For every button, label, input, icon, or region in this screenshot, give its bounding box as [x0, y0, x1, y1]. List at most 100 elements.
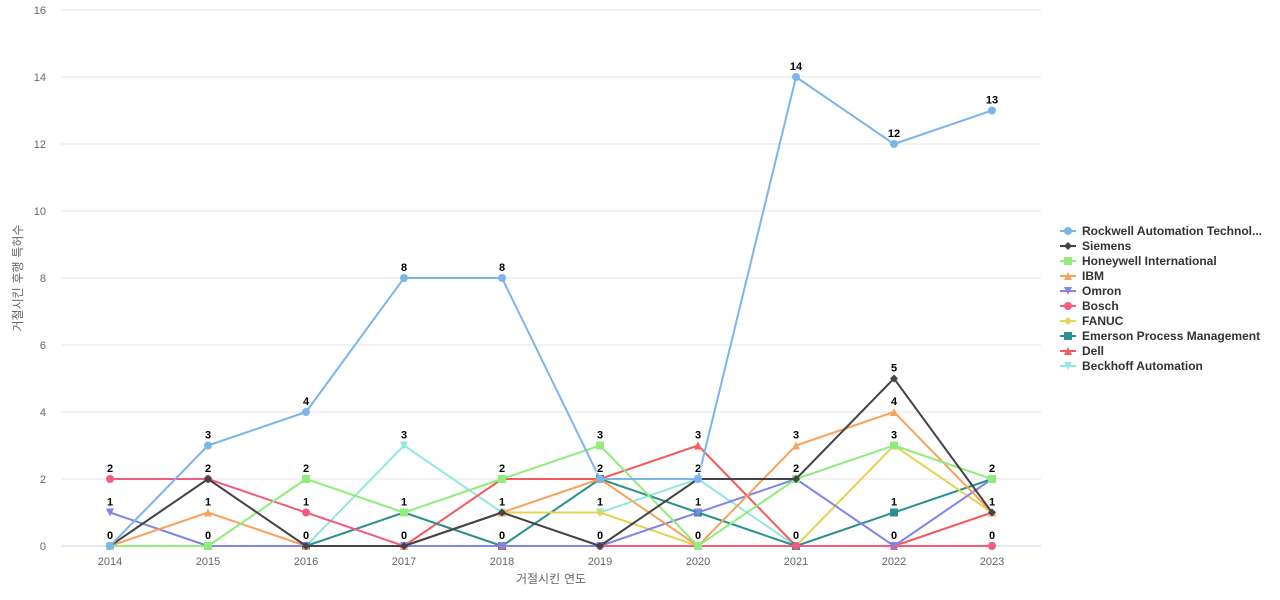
data-point-fanuc	[596, 508, 604, 517]
legend-swatch-marker	[1064, 346, 1072, 355]
legend-item[interactable]: IBM	[1060, 268, 1262, 283]
legend-swatch-marker	[1064, 316, 1072, 325]
data-point-honeywell-international	[596, 441, 604, 450]
legend-item[interactable]: Siemens	[1060, 238, 1262, 253]
legend-swatch-marker	[1064, 331, 1072, 340]
legend-label: Siemens	[1082, 238, 1132, 253]
legend-item[interactable]: Bosch	[1060, 298, 1262, 313]
legend-label: Bosch	[1082, 298, 1119, 313]
x-tick-label: 2015	[196, 556, 220, 568]
legend-swatch-marker	[1064, 301, 1072, 310]
y-tick-label: 8	[40, 273, 46, 285]
legend-swatch	[1060, 286, 1076, 295]
legend-label: FANUC	[1082, 313, 1124, 328]
legend-label: Emerson Process Management	[1082, 328, 1261, 343]
data-point-rockwell-automation-technol	[106, 542, 114, 550]
data-label: 1	[499, 497, 505, 509]
legend-label: Honeywell International	[1082, 253, 1217, 268]
data-label: 2	[205, 463, 211, 475]
data-label: 1	[303, 497, 309, 509]
data-point-bosch	[988, 542, 996, 550]
legend-label: IBM	[1082, 268, 1104, 283]
legend-item[interactable]: Omron	[1060, 283, 1262, 298]
data-point-siemens	[890, 374, 898, 383]
y-tick-label: 2	[40, 474, 46, 486]
data-label: 3	[891, 430, 897, 442]
x-tick-label: 2016	[294, 556, 318, 568]
data-point-rockwell-automation-technol	[596, 475, 604, 483]
legend-swatch-marker	[1064, 256, 1072, 265]
x-tick-label: 2018	[490, 556, 514, 568]
legend-swatch-marker	[1064, 361, 1072, 370]
data-point-beckhoff-automation	[400, 441, 408, 450]
data-label: 1	[205, 497, 211, 509]
data-label: 2	[303, 463, 309, 475]
legend-swatch	[1060, 241, 1076, 250]
data-label: 1	[891, 497, 897, 509]
data-label: 1	[107, 497, 113, 509]
legend-item[interactable]: Rockwell Automation Technol...	[1060, 223, 1262, 238]
legend-swatch-marker	[1064, 271, 1072, 280]
data-label: 2	[989, 463, 995, 475]
data-point-ibm	[890, 408, 898, 416]
y-tick-label: 4	[40, 407, 46, 419]
data-point-honeywell-international	[694, 542, 702, 550]
data-point-omron	[498, 542, 506, 550]
legend-label: Beckhoff Automation	[1082, 358, 1203, 373]
legend-swatch	[1060, 346, 1076, 355]
data-point-honeywell-international	[204, 542, 212, 550]
data-point-siemens	[498, 508, 506, 517]
legend-swatch-marker	[1064, 226, 1072, 235]
data-point-bosch	[106, 475, 114, 483]
data-point-siemens	[204, 475, 212, 483]
data-label: 0	[989, 530, 995, 542]
data-label: 0	[793, 530, 799, 542]
legend-item[interactable]: Beckhoff Automation	[1060, 358, 1262, 373]
data-label: 14	[790, 61, 803, 73]
x-tick-label: 2023	[980, 556, 1004, 568]
legend-swatch	[1060, 331, 1076, 340]
y-tick-label: 12	[34, 139, 46, 151]
data-label: 2	[793, 463, 799, 475]
y-tick-label: 14	[34, 72, 46, 84]
series-line-siemens	[109, 377, 993, 547]
data-point-rockwell-automation-technol	[694, 475, 702, 483]
data-label: 3	[205, 430, 211, 442]
legend-item[interactable]: FANUC	[1060, 313, 1262, 328]
x-tick-label: 2017	[392, 556, 416, 568]
data-label: 0	[891, 530, 897, 542]
legend-label: Rockwell Automation Technol...	[1082, 223, 1263, 238]
data-label: 13	[986, 95, 998, 107]
legend-item[interactable]: Dell	[1060, 343, 1262, 358]
x-tick-label: 2022	[882, 556, 906, 568]
data-point-omron	[694, 508, 702, 517]
legend-swatch	[1060, 316, 1076, 325]
legend-item[interactable]: Honeywell International	[1060, 253, 1262, 268]
y-tick-label: 16	[34, 5, 46, 17]
data-point-dell	[694, 441, 702, 450]
legend-label: Omron	[1082, 283, 1122, 298]
data-label: 2	[695, 463, 701, 475]
data-label: 0	[205, 530, 211, 542]
y-axis-title: 거절시킨 후행 특허수	[10, 225, 25, 332]
data-label: 5	[891, 363, 897, 375]
data-label: 2	[107, 463, 113, 475]
data-label: 0	[303, 530, 309, 542]
data-label: 0	[499, 530, 505, 542]
y-tick-label: 10	[34, 206, 46, 218]
data-label: 4	[303, 396, 310, 408]
legend-item[interactable]: Emerson Process Management	[1060, 328, 1262, 343]
legend-swatch	[1060, 226, 1076, 235]
data-label: 2	[597, 463, 603, 475]
data-label: 0	[401, 530, 407, 542]
data-point-bosch	[302, 508, 310, 517]
x-tick-label: 2019	[588, 556, 612, 568]
data-label: 1	[695, 497, 701, 509]
data-point-siemens	[302, 542, 310, 550]
data-point-ibm	[792, 441, 800, 450]
x-axis-title: 거절시킨 연도	[516, 572, 586, 586]
data-point-siemens	[400, 542, 408, 550]
legend-swatch	[1060, 301, 1076, 310]
data-point-rockwell-automation-technol	[498, 274, 506, 282]
data-point-siemens	[988, 508, 996, 517]
